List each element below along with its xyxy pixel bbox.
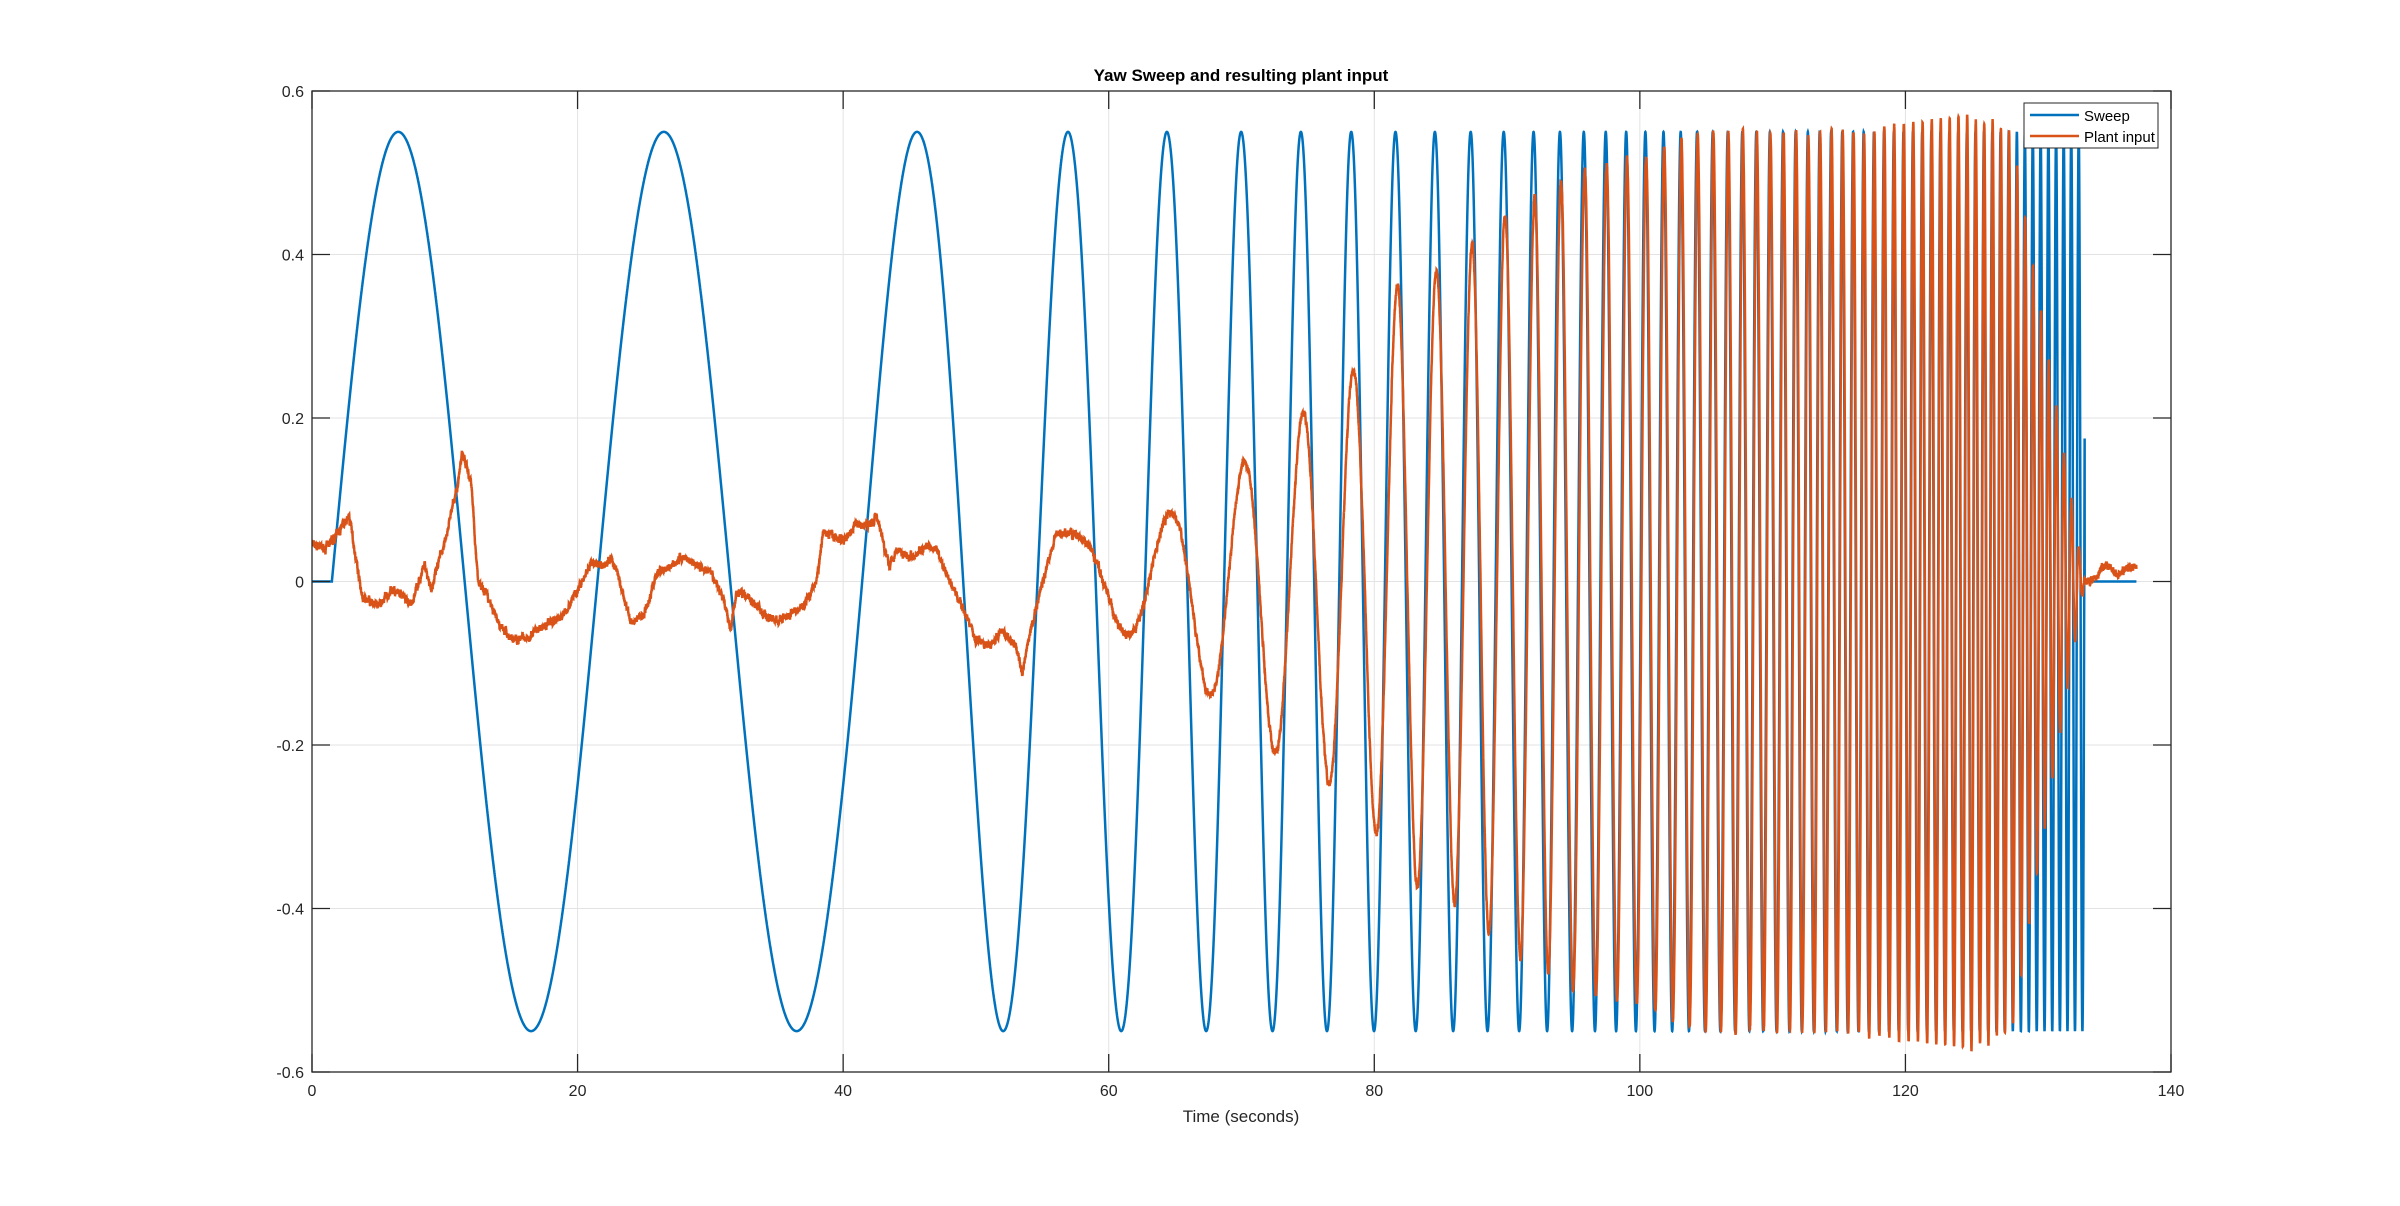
chart-title: Yaw Sweep and resulting plant input: [1094, 66, 1389, 85]
x-tick-label: 80: [1365, 1083, 1383, 1100]
plot-area: [312, 112, 2138, 1052]
y-tick-label: 0.4: [282, 248, 304, 265]
ticks: 0 20 40 60 80 100 120 140 -0.6 -0.4 -0.2 0 0.2 0.4 0.6: [276, 84, 2184, 1100]
x-tick-label: 100: [1627, 1083, 1654, 1100]
y-tick-label: -0.4: [276, 902, 304, 919]
legend-label-plant-input: Plant input: [2084, 129, 2156, 146]
x-tick-label: 0: [308, 1083, 317, 1100]
y-tick-label: 0: [295, 575, 304, 592]
legend[interactable]: Sweep Plant input: [2023, 102, 2159, 149]
x-tick-label: 140: [2158, 1083, 2185, 1100]
x-tick-label: 20: [569, 1083, 587, 1100]
series-line-plant-input: [312, 112, 2138, 1052]
legend-label-sweep: Sweep: [2084, 108, 2130, 125]
x-axis-label: Time (seconds): [1183, 1107, 1300, 1126]
y-tick-label: -0.2: [276, 738, 304, 755]
y-tick-label: 0.6: [282, 84, 304, 101]
y-tick-label: -0.6: [276, 1065, 304, 1082]
y-tick-label: 0.2: [282, 411, 304, 428]
x-tick-label: 60: [1100, 1083, 1118, 1100]
legend-box: [2023, 102, 2159, 149]
x-tick-label: 40: [834, 1083, 852, 1100]
x-tick-label: 120: [1892, 1083, 1919, 1100]
